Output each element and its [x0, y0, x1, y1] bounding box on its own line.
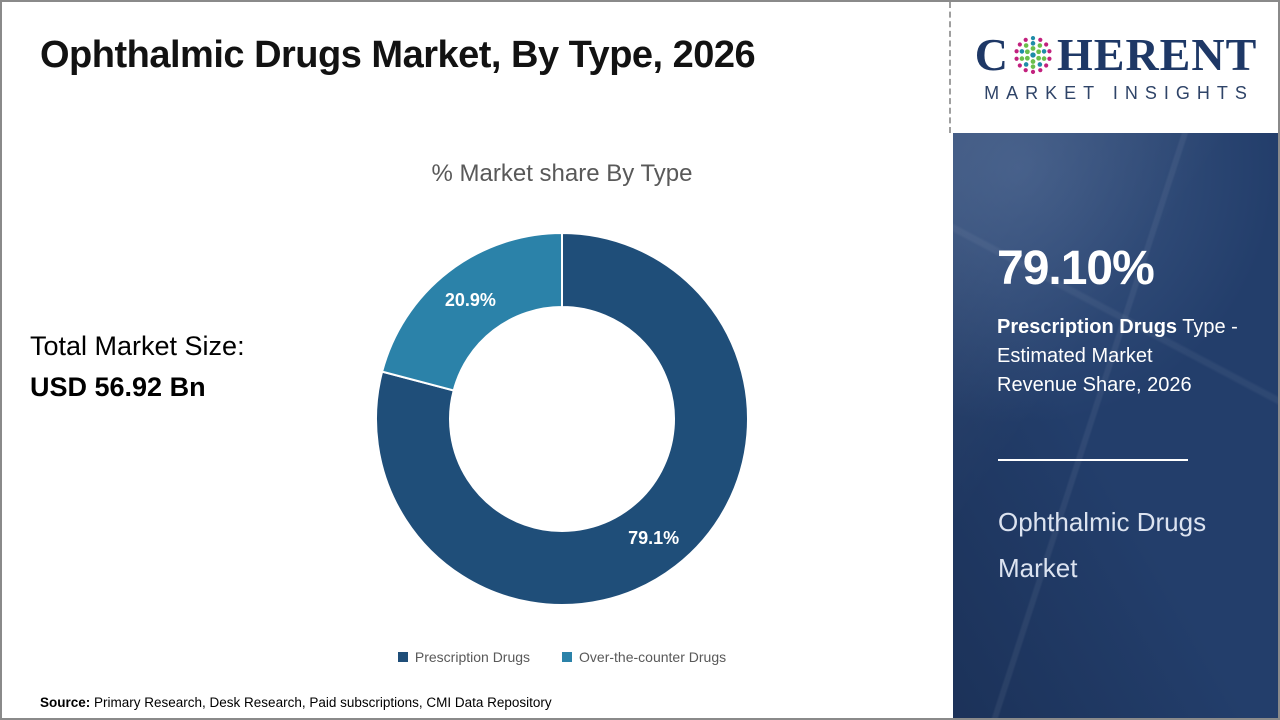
- legend-swatch-otc-drugs: [562, 652, 573, 662]
- donut-chart: 79.1% 20.9%: [375, 232, 749, 606]
- logo-dot: [1030, 35, 1036, 40]
- logo-dot: [1014, 56, 1019, 61]
- brand-letters-rest: HERENT: [1056, 28, 1258, 80]
- logo-dot: [1023, 67, 1028, 72]
- logo-dot: [1044, 62, 1049, 68]
- logo-dot: [1017, 62, 1022, 68]
- logo-dot: [1037, 42, 1043, 48]
- donut-slice-0: [375, 232, 749, 606]
- legend-item-prescription-drugs: Prescription Drugs: [397, 649, 531, 665]
- source-text: Primary Research, Desk Research, Paid su…: [90, 695, 552, 710]
- stat-desc-segment-bold: Prescription Drugs: [997, 316, 1178, 338]
- logo-dot: [1030, 51, 1036, 58]
- logo-dot: [1041, 48, 1047, 54]
- stat-desc-line3: Revenue Share, 2026: [997, 374, 1192, 396]
- logo-dot: [1017, 41, 1022, 47]
- logo-dot: [1024, 48, 1030, 54]
- brand-letter-c: C: [974, 28, 1009, 80]
- donut-slice-label-0: 79.1%: [628, 528, 679, 548]
- total-market-size-label: Total Market Size:: [30, 331, 245, 361]
- source-note: Source: Primary Research, Desk Research,…: [40, 695, 552, 710]
- logo-dot-sphere-icon: [1014, 35, 1052, 74]
- logo-dot: [1023, 42, 1029, 48]
- sidebar-market-name: Ophthalmic Drugs Market: [998, 507, 1207, 583]
- total-market-size-value: USD 56.92 Bn: [30, 372, 206, 402]
- logo-dot: [1023, 37, 1028, 42]
- logo-dot: [1036, 55, 1042, 61]
- logo-dot: [1038, 37, 1043, 42]
- logo-dot: [1019, 55, 1025, 61]
- dashed-divider: [949, 2, 951, 133]
- brand-wordmark: C HERENT: [974, 28, 1258, 80]
- logo-dot: [1030, 58, 1036, 64]
- stat-desc-segment-rest: Type -: [1177, 316, 1238, 338]
- logo-dot: [1038, 67, 1043, 72]
- logo-dot: [1041, 55, 1047, 61]
- logo-dot: [1023, 61, 1029, 67]
- legend-label-otc-drugs: Over-the-counter Drugs: [579, 649, 727, 665]
- legend-swatch-prescription-drugs: [397, 652, 408, 662]
- logo-dot: [1030, 45, 1036, 51]
- stat-desc-line2: Estimated Market: [997, 345, 1153, 367]
- legend-item-otc-drugs: Over-the-counter Drugs: [562, 649, 726, 665]
- donut-slice-1: [380, 232, 563, 392]
- source-label: Source:: [40, 695, 91, 710]
- logo-dot: [1044, 41, 1049, 47]
- logo-dot: [1030, 69, 1036, 74]
- logo-dot: [1047, 48, 1052, 53]
- sidebar-stat-description: Prescription Drugs Type - Estimated Mark…: [997, 313, 1247, 400]
- logo-dot: [1047, 56, 1052, 61]
- logo-dot: [1019, 48, 1025, 54]
- total-market-size-block: Total Market Size: USD 56.92 Bn: [30, 326, 245, 408]
- logo-dot: [1036, 48, 1042, 54]
- chart-legend: Prescription Drugs Over-the-counter Drug…: [182, 649, 942, 665]
- sidebar-stat-value: 79.10%: [997, 242, 1155, 295]
- page-title: Ophthalmic Drugs Market, By Type, 2026: [40, 34, 756, 76]
- brand-logo: C HERENT MARKET INSIGHTS: [952, 2, 1278, 133]
- stat-desc-line1: Prescription Drugs Type -: [997, 313, 1247, 342]
- logo-dot: [1014, 48, 1019, 53]
- logo-dot: [1024, 55, 1030, 61]
- brand-subtitle: MARKET INSIGHTS: [984, 82, 1254, 103]
- donut-slice-label-1: 20.9%: [445, 290, 496, 310]
- logo-dot: [1030, 40, 1036, 46]
- logo-dot: [1037, 61, 1043, 67]
- chart-title: % Market share By Type: [431, 160, 693, 187]
- legend-label-prescription-drugs: Prescription Drugs: [414, 649, 531, 665]
- sidebar-divider-line: [998, 459, 1188, 461]
- sidebar: 79.10% Prescription Drugs Type - Estimat…: [953, 133, 1278, 718]
- logo-dot: [1030, 63, 1036, 69]
